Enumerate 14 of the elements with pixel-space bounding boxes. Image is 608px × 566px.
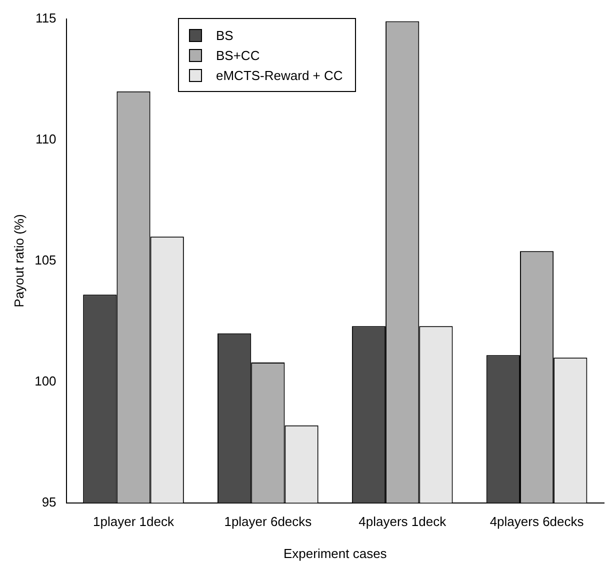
y-tick-label: 110 [36,131,56,146]
x-tick-label: 4players 1deck [358,514,447,530]
x-axis-title: Experiment cases [283,546,388,561]
y-tick-label: 95 [42,494,56,510]
x-tick-label: 4players 6decks [490,514,584,530]
y-tick-label: 115 [36,10,56,26]
legend-label: BS [216,28,234,42]
legend-label: eMCTS-Reward + CC [216,68,343,82]
y-tick-label: 105 [34,252,56,268]
legend-label: BS+CC [216,48,260,62]
x-tick-label: 1player 1deck [93,514,174,530]
x-tick-label: 1player 6decks [224,514,312,530]
y-axis-title: Payout ratio (%) [11,214,26,308]
y-tick-label: 100 [34,373,56,388]
